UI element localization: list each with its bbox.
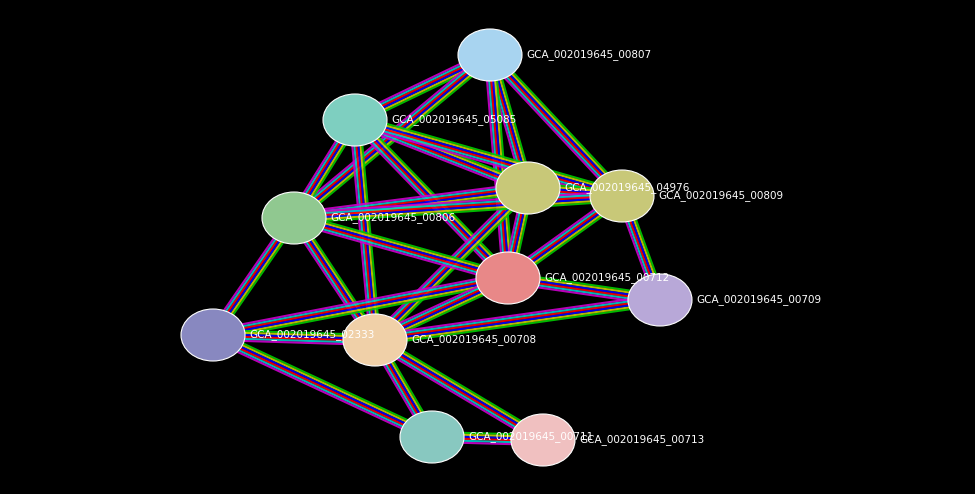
Text: GCA_002019645_00712: GCA_002019645_00712 <box>544 273 669 284</box>
Text: GCA_002019645_00709: GCA_002019645_00709 <box>696 294 821 305</box>
Ellipse shape <box>496 162 560 214</box>
Text: GCA_002019645_04976: GCA_002019645_04976 <box>564 183 689 194</box>
Ellipse shape <box>590 170 654 222</box>
Ellipse shape <box>181 309 245 361</box>
Text: GCA_002019645_00713: GCA_002019645_00713 <box>579 435 704 446</box>
Text: GCA_002019645_00809: GCA_002019645_00809 <box>658 191 783 202</box>
Text: GCA_002019645_05085: GCA_002019645_05085 <box>391 115 516 125</box>
Ellipse shape <box>628 274 692 326</box>
Ellipse shape <box>458 29 522 81</box>
Text: GCA_002019645_02333: GCA_002019645_02333 <box>249 329 374 340</box>
Ellipse shape <box>262 192 326 244</box>
Text: GCA_002019645_00708: GCA_002019645_00708 <box>411 334 536 345</box>
Ellipse shape <box>400 411 464 463</box>
Text: GCA_002019645_00807: GCA_002019645_00807 <box>526 49 651 60</box>
Text: GCA_002019645_00711: GCA_002019645_00711 <box>468 432 593 443</box>
Ellipse shape <box>511 414 575 466</box>
Ellipse shape <box>343 314 407 366</box>
Text: GCA_002019645_00806: GCA_002019645_00806 <box>330 212 455 223</box>
Ellipse shape <box>476 252 540 304</box>
Ellipse shape <box>323 94 387 146</box>
